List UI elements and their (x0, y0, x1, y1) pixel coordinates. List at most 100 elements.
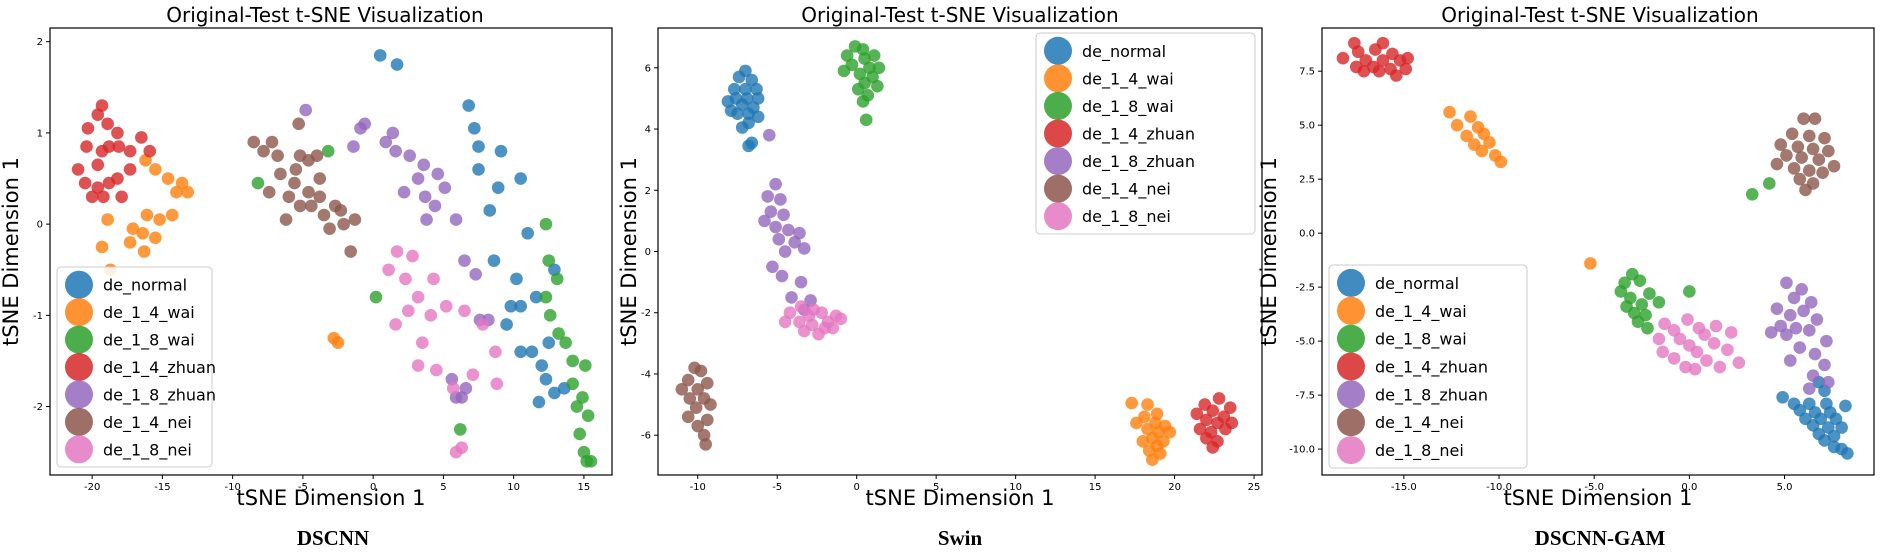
data-point (1633, 274, 1647, 287)
data-point (525, 345, 539, 359)
data-point (102, 140, 116, 153)
data-point (539, 290, 553, 304)
data-point (1764, 326, 1778, 339)
data-point (1783, 354, 1797, 367)
data-point (431, 167, 445, 181)
data-point (390, 245, 404, 258)
data-point (1200, 413, 1213, 427)
data-point (111, 172, 124, 185)
data-point (491, 181, 505, 194)
data-point (321, 144, 335, 158)
data-point (1745, 187, 1759, 201)
legend-marker (65, 407, 93, 436)
series-de_1_4_zhuan (1190, 392, 1239, 454)
x-tick-label: -5.0 (1584, 482, 1604, 493)
data-point (274, 167, 287, 181)
data-point (1146, 453, 1159, 466)
data-point (1713, 360, 1727, 374)
legend-marker (1044, 36, 1072, 65)
data-point (742, 107, 755, 121)
series-de_1_8_wai (1614, 177, 1776, 335)
x-tick-label: -15.0 (1391, 482, 1417, 493)
data-point (542, 336, 556, 350)
data-point (354, 122, 367, 135)
legend-marker (1044, 147, 1072, 176)
data-point (700, 413, 714, 427)
data-point (1584, 257, 1597, 270)
legend-label: de_1_4_zhuan (1082, 125, 1195, 145)
model-caption: Swin (938, 526, 983, 550)
y-tick-label: 0.0 (1299, 229, 1315, 240)
data-point (778, 315, 792, 329)
data-point (1681, 313, 1694, 326)
data-point (137, 245, 151, 258)
data-point (735, 121, 749, 134)
series-de_1_8_nei (778, 300, 848, 341)
legend-label: de_1_4_wai (1375, 302, 1467, 322)
y-tick-label: 2 (37, 37, 43, 48)
legend-marker (1337, 324, 1365, 353)
data-point (112, 140, 126, 153)
data-point (331, 336, 345, 350)
y-tick-label: -10.0 (1289, 445, 1315, 456)
data-point (397, 185, 411, 199)
data-point (691, 419, 705, 433)
data-point (1688, 362, 1702, 376)
data-point (751, 110, 765, 124)
data-point (1163, 425, 1177, 439)
y-tick-label: 0 (37, 220, 43, 231)
data-point (1348, 36, 1361, 50)
series-de_1_8_wai (251, 144, 598, 468)
data-point (302, 185, 315, 199)
data-point (1793, 172, 1807, 186)
legend-marker (1337, 436, 1365, 465)
data-point (143, 144, 157, 158)
legend-marker (1337, 268, 1365, 297)
data-point (279, 213, 293, 226)
data-point (149, 163, 162, 176)
data-point (691, 382, 705, 396)
data-point (758, 214, 771, 228)
data-point (302, 153, 315, 167)
data-point (1219, 422, 1232, 436)
data-point (449, 445, 463, 459)
data-point (1130, 416, 1143, 430)
legend-marker (1337, 408, 1365, 437)
data-point (153, 213, 166, 226)
data-point (1372, 64, 1386, 78)
data-point (1212, 392, 1226, 405)
data-point (466, 368, 480, 381)
x-tick-label: 0 (370, 482, 376, 493)
data-point (289, 163, 303, 176)
data-point (788, 236, 801, 249)
model-caption: DSCNN-GAM (1535, 526, 1666, 550)
x-tick-label: -10 (224, 482, 240, 493)
data-point (871, 79, 884, 93)
data-point (449, 213, 463, 226)
data-point (794, 300, 808, 313)
data-point (323, 222, 336, 235)
data-point (389, 144, 402, 158)
data-point (559, 336, 572, 350)
data-point (1460, 129, 1473, 143)
data-point (1797, 304, 1810, 318)
data-point (837, 64, 851, 78)
legend-label: de_1_4_zhuan (1375, 358, 1488, 378)
data-point (683, 392, 697, 405)
data-point (681, 410, 695, 424)
data-point (774, 193, 787, 206)
data-point (543, 309, 557, 322)
data-point (732, 70, 746, 84)
data-point (1776, 390, 1789, 404)
data-point (856, 95, 870, 108)
data-point (1822, 375, 1835, 389)
data-point (1822, 144, 1835, 158)
data-point (282, 190, 296, 204)
data-point (529, 290, 543, 304)
legend-box (1035, 32, 1256, 235)
data-point (1635, 298, 1649, 311)
data-point (1223, 401, 1237, 414)
data-point (1389, 69, 1403, 82)
data-point (1679, 360, 1692, 374)
series-de_1_8_nei (1652, 313, 1746, 376)
